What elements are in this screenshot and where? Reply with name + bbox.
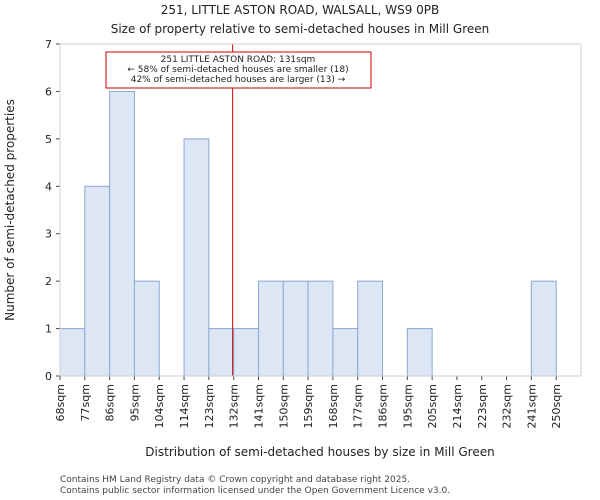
x-tick-label: 186sqm	[377, 384, 390, 428]
bar-195sqm	[406, 328, 433, 377]
x-tick-label: 177sqm	[352, 384, 365, 428]
x-tick-label: 241sqm	[525, 384, 538, 428]
bars-group	[59, 90, 557, 377]
bar-68sqm	[59, 328, 86, 377]
bar-150sqm	[282, 280, 309, 377]
y-axis-label: Number of semi-detached properties	[3, 99, 17, 321]
x-tick-label: 141sqm	[252, 384, 265, 428]
x-tick-label: 195sqm	[401, 384, 414, 428]
x-tick-label: 223sqm	[476, 384, 489, 428]
x-axis-label: Distribution of semi-detached houses by …	[145, 445, 494, 459]
bar-132sqm	[233, 328, 259, 377]
chart-subtitle: Size of property relative to semi-detach…	[111, 22, 490, 36]
annotation-box-frame	[105, 51, 372, 89]
bar-123sqm	[208, 328, 235, 377]
x-tick-label: 77sqm	[79, 384, 92, 421]
y-tick-label: 6	[45, 85, 52, 98]
y-tick-label: 4	[45, 180, 52, 193]
x-tick-label: 150sqm	[277, 384, 290, 428]
x-tick-label: 205sqm	[426, 384, 439, 428]
footer-line-1: Contains HM Land Registry data © Crown c…	[60, 475, 410, 485]
x-tick-label: 104sqm	[153, 384, 166, 428]
bar-168sqm	[332, 328, 359, 377]
x-tick-label: 159sqm	[302, 384, 315, 428]
x-tick-label: 123sqm	[203, 384, 216, 428]
x-tick-label: 250sqm	[550, 384, 563, 428]
y-tick-label: 5	[45, 133, 52, 146]
bar-86sqm	[109, 90, 135, 377]
y-tick-label: 0	[45, 370, 52, 383]
bar-241sqm	[530, 280, 557, 377]
y-tick-label: 3	[45, 228, 52, 241]
x-tick-label: 68sqm	[54, 384, 67, 421]
annotation-line-2: ← 58% of semi-detached houses are smalle…	[127, 65, 348, 75]
bar-159sqm	[307, 280, 334, 377]
chart-title: 251, LITTLE ASTON ROAD, WALSALL, WS9 0PB	[161, 3, 440, 17]
y-ticks-group: 0 1 2 3 4 5 6 7	[45, 38, 60, 383]
x-tick-label: 232sqm	[501, 384, 514, 428]
annotation-box: 251 LITTLE ASTON ROAD: 131sqm ← 58% of s…	[105, 51, 372, 89]
x-ticks-group: 68sqm 77sqm 86sqm 95sqm 104sqm 114sqm 123sqm 13…	[54, 376, 563, 428]
bar-77sqm	[84, 185, 111, 377]
footer-line-2: Contains public sector information licen…	[60, 486, 450, 496]
y-tick-label: 7	[45, 38, 52, 51]
x-tick-label: 168sqm	[327, 384, 340, 428]
bar-95sqm	[133, 280, 160, 377]
y-tick-label: 2	[45, 275, 52, 288]
x-tick-label: 86sqm	[104, 384, 117, 421]
x-tick-label: 95sqm	[128, 384, 141, 421]
bar-177sqm	[357, 280, 384, 377]
x-tick-label: 214sqm	[451, 384, 464, 428]
annotation-line-1: 251 LITTLE ASTON ROAD: 131sqm	[161, 55, 316, 65]
y-tick-label: 1	[45, 323, 52, 336]
x-tick-label: 132sqm	[228, 384, 241, 428]
x-tick-label: 114sqm	[178, 384, 191, 428]
annotation-line-3: 42% of semi-detached houses are larger (…	[131, 75, 346, 85]
plot-area-frame	[59, 43, 582, 377]
bar-114sqm	[183, 138, 210, 377]
bar-141sqm	[257, 280, 284, 377]
